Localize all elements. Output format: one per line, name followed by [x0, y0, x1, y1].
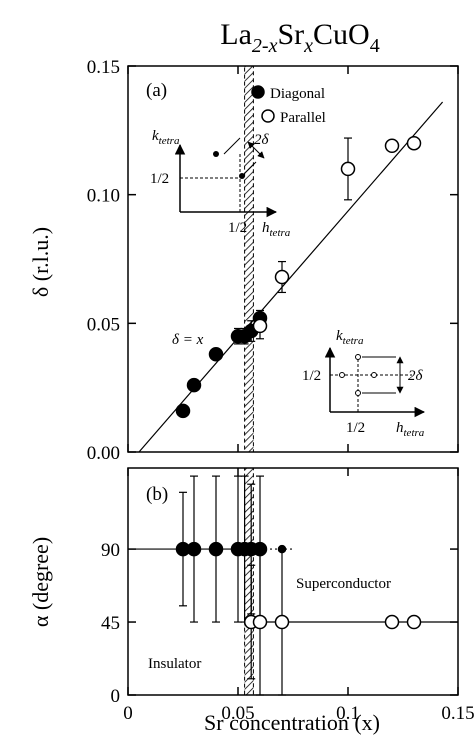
inset-label: 2δ	[408, 368, 424, 384]
panel-label: (b)	[146, 484, 168, 505]
annotation: δ = x	[172, 332, 204, 348]
data-point	[340, 161, 356, 177]
inset-text: tetra	[343, 335, 364, 347]
inset-text: tetra	[159, 135, 180, 147]
inset-label: ktetra	[152, 128, 180, 147]
x-tick-label: 0.15	[441, 703, 474, 724]
data-point	[208, 346, 224, 362]
title-part: La	[220, 18, 252, 51]
y-axis-label: α (degree)	[28, 537, 53, 627]
inset-text: h	[396, 420, 404, 436]
inset-label: 1/2	[302, 368, 321, 384]
data-point	[186, 377, 202, 393]
x-tick-label: 0.05	[221, 703, 254, 724]
inset: ktetra 1/2 1/2 htetra 2δ	[150, 128, 291, 239]
data-point	[384, 614, 400, 630]
data-point	[384, 138, 400, 154]
y-tick-label: 0.15	[87, 57, 120, 78]
inset-label: ktetra	[336, 328, 364, 347]
shaded-region	[244, 467, 254, 696]
inset-text: h	[262, 220, 270, 236]
inset-text: tetra	[404, 427, 425, 439]
data-point	[274, 614, 290, 630]
title-part: Sr	[277, 18, 304, 51]
y-tick-label: 0.10	[87, 186, 120, 207]
x-tick-label: 0	[123, 703, 133, 724]
data-point	[208, 541, 224, 557]
legend-label: Parallel	[280, 110, 326, 126]
inset-text: tetra	[270, 227, 291, 239]
guide-line	[138, 101, 444, 453]
y-axis-label: δ (r.l.u.)	[28, 227, 53, 297]
inset-label: htetra	[396, 420, 425, 439]
title-part: x	[303, 35, 313, 57]
x-tick-label: 0.1	[336, 703, 360, 724]
inset-label: htetra	[262, 220, 291, 239]
inset-text: k	[336, 328, 343, 344]
data-point	[252, 318, 268, 334]
inset-label: 1/2	[150, 171, 169, 187]
data-point	[175, 403, 191, 419]
title-part: 4	[370, 35, 380, 57]
data-point	[252, 614, 268, 630]
y-tick-label: 0.05	[87, 314, 120, 335]
inset: ktetra 1/2 1/2 htetra 2δ	[302, 328, 426, 439]
plot-frame	[127, 65, 459, 453]
data-point	[406, 614, 422, 630]
inset-text: k	[152, 128, 159, 144]
data-point	[186, 541, 202, 557]
y-tick-label: 90	[101, 540, 120, 561]
chart-title: La2-xSrxCuO4	[220, 18, 379, 57]
legend-label: Diagonal	[270, 86, 325, 102]
annotation: Insulator	[148, 656, 201, 672]
y-tick-label: 45	[101, 613, 120, 634]
plot-frame	[127, 467, 459, 696]
inset-label: 1/2	[346, 420, 365, 436]
y-tick-label: 0	[111, 686, 121, 707]
shaded-region	[244, 65, 254, 453]
legend-marker	[261, 109, 275, 123]
data-point	[406, 135, 422, 151]
inset-label: 2δ	[254, 132, 270, 148]
y-tick-label: 0.00	[87, 443, 120, 464]
annotation: Superconductor	[296, 576, 391, 592]
data-point	[274, 269, 290, 285]
inset-label: 1/2	[228, 220, 247, 236]
legend-marker	[251, 85, 265, 99]
title-part: CuO	[313, 18, 370, 51]
panel-label: (a)	[146, 80, 167, 101]
x-axis-label: Sr concentration (x)	[204, 710, 380, 735]
title-part: 2-x	[252, 35, 278, 57]
